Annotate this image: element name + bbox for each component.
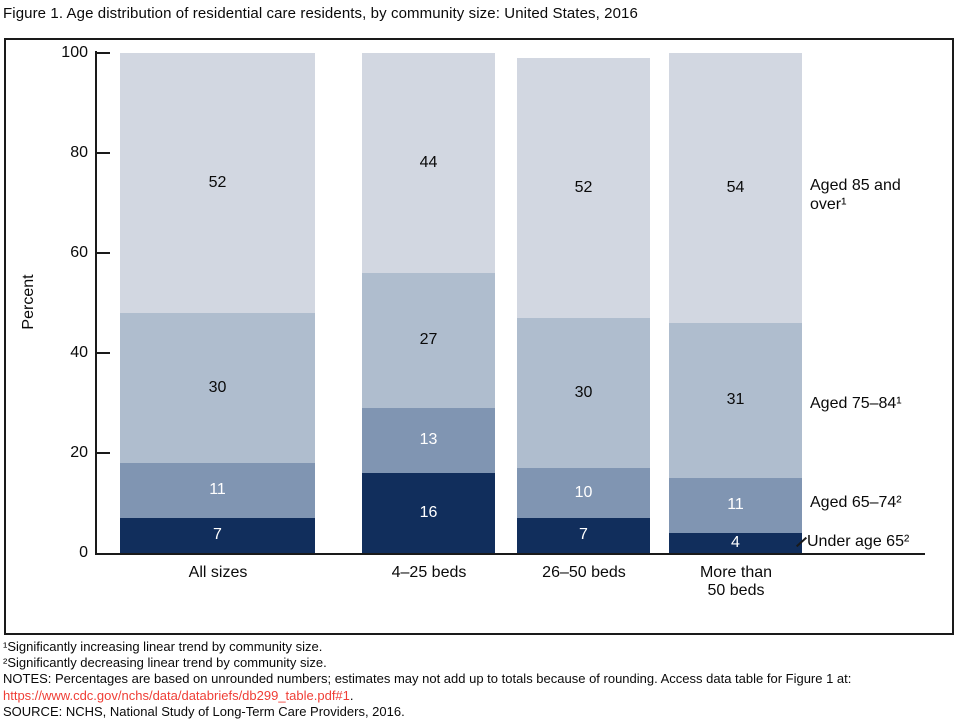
data-table-link[interactable]: https://www.cdc.gov/nchs/data/databriefs… xyxy=(3,687,350,703)
bar-value-label: 11 xyxy=(727,496,744,513)
bar-segment xyxy=(120,313,315,463)
category-label: 26–50 beds xyxy=(542,564,626,581)
bar-value-label: 7 xyxy=(579,526,588,543)
bar-segment xyxy=(669,323,802,478)
bar-segment xyxy=(120,463,315,518)
bar-value-label: 54 xyxy=(726,179,745,196)
bar-value-label: 11 xyxy=(209,481,226,498)
bar-segment xyxy=(669,53,802,323)
bar-value-label: 44 xyxy=(419,154,438,171)
bar-segment xyxy=(669,478,802,533)
y-tick-label-20: 20 xyxy=(70,444,88,461)
category-label: More than 50 beds xyxy=(699,564,773,599)
y-tick-label-60: 60 xyxy=(70,244,88,261)
bar-value-label: 7 xyxy=(213,526,222,543)
figure-title: Figure 1. Age distribution of residentia… xyxy=(3,5,638,22)
bar-segment xyxy=(517,518,650,553)
series-label-under-age-65: Under age 65² xyxy=(807,533,910,550)
bar-value-label: 30 xyxy=(208,379,227,396)
bar-value-label: 16 xyxy=(419,504,438,521)
series-label-aged-75-84: Aged 75–84¹ xyxy=(810,395,902,412)
bar-value-label: 31 xyxy=(726,391,745,408)
bar-segment xyxy=(362,53,495,273)
bar-segment xyxy=(517,468,650,518)
category-label: All sizes xyxy=(188,564,248,581)
bar-value-label: 10 xyxy=(574,484,593,501)
y-tick-label-80: 80 xyxy=(70,144,88,161)
bar-segment xyxy=(362,408,495,473)
chart-frame: Percent 0 20 40 60 80 100 7 11 30 52 16 13 27 44 7 10 3… xyxy=(4,38,954,635)
footnote-2: ²Significantly decreasing linear trend b… xyxy=(3,655,327,671)
link-line: https://www.cdc.gov/nchs/data/databriefs… xyxy=(3,688,851,704)
y-tick-label-0: 0 xyxy=(79,544,88,561)
y-tick-100 xyxy=(97,52,110,54)
bar-segment xyxy=(517,58,650,318)
series-label-aged-85-and-over: Aged 85 and over¹ xyxy=(810,177,901,213)
y-tick-80 xyxy=(97,152,110,154)
source-line: SOURCE: NCHS, National Study of Long-Ter… xyxy=(3,703,405,719)
bar-segment xyxy=(362,273,495,408)
y-axis-line xyxy=(95,51,97,555)
y-tick-label-40: 40 xyxy=(70,344,88,361)
x-axis-line xyxy=(95,553,925,555)
y-axis-title: Percent xyxy=(20,274,37,330)
footnotes: ¹Significantly increasing linear trend b… xyxy=(3,639,851,720)
bar-segment xyxy=(120,53,315,313)
y-tick-40 xyxy=(97,352,110,354)
bar-segment xyxy=(517,318,650,468)
bar-value-label: 52 xyxy=(208,174,227,191)
bar-segment xyxy=(669,533,802,553)
y-tick-20 xyxy=(97,452,110,454)
bar-value-label: 27 xyxy=(419,331,438,348)
series-label-aged-65-74: Aged 65–74² xyxy=(810,494,902,511)
bar-segment xyxy=(120,518,315,553)
y-tick-60 xyxy=(97,252,110,254)
footnote-1: ¹Significantly increasing linear trend b… xyxy=(3,639,323,654)
category-label: 4–25 beds xyxy=(391,564,467,581)
bar-value-label: 4 xyxy=(731,534,740,551)
bar-value-label: 52 xyxy=(574,179,593,196)
bar-segment xyxy=(362,473,495,553)
y-tick-label-100: 100 xyxy=(61,44,88,61)
bar-value-label: 30 xyxy=(574,384,593,401)
bar-value-label: 13 xyxy=(419,431,438,448)
link-period: . xyxy=(349,687,354,703)
notes-line: NOTES: Percentages are based on unrounde… xyxy=(3,671,852,687)
